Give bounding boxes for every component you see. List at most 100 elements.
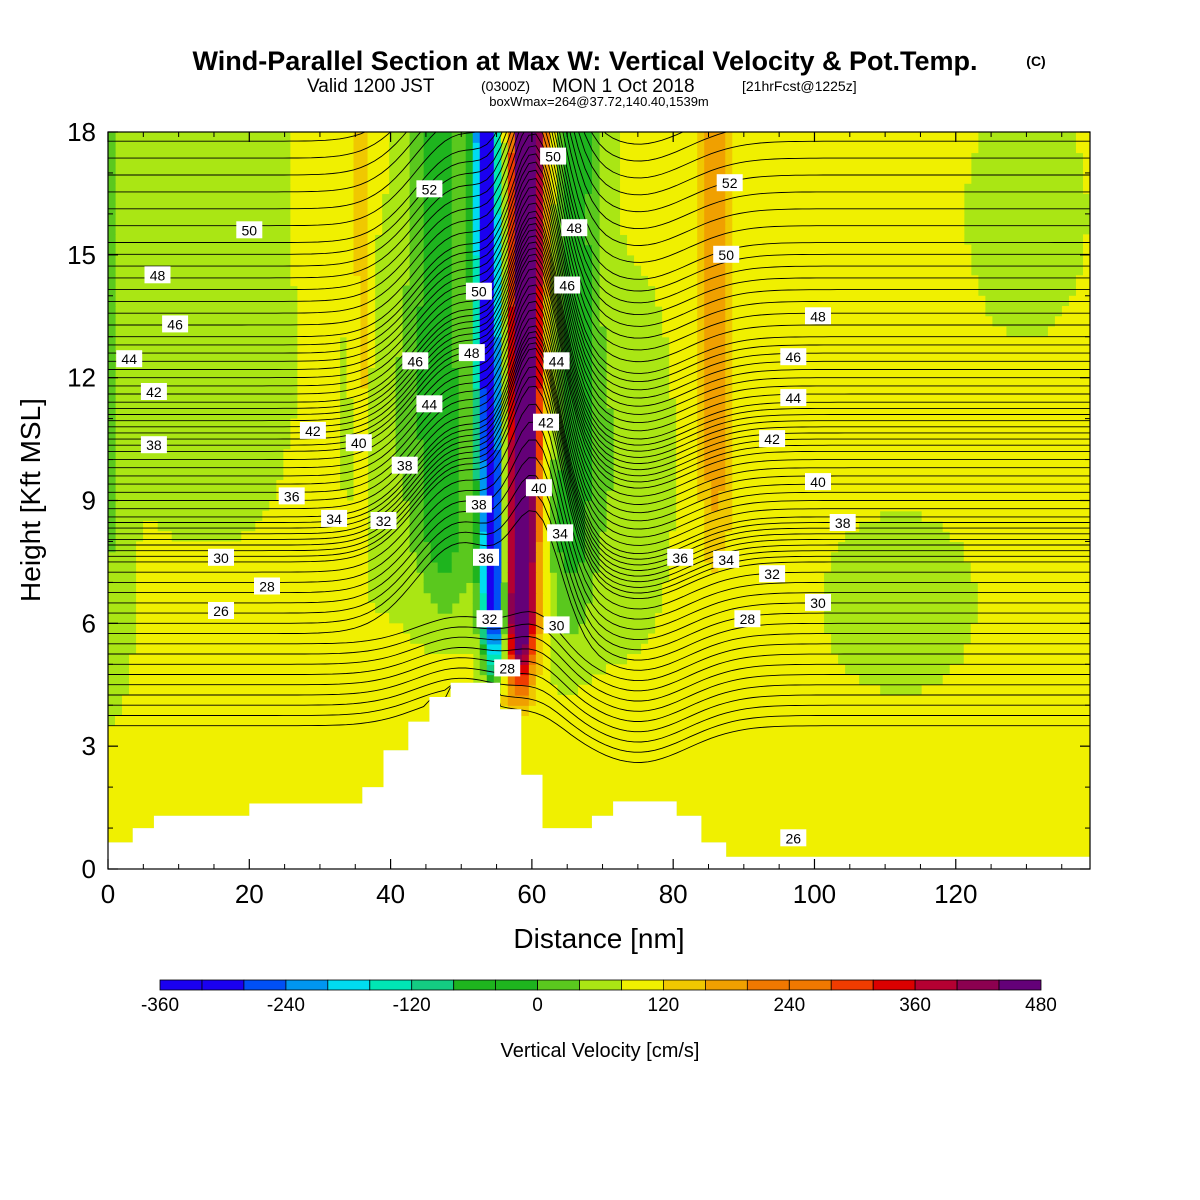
svg-text:52: 52 — [422, 181, 438, 197]
w-cell — [276, 490, 348, 502]
w-cell — [732, 142, 979, 154]
w-cell — [136, 633, 411, 645]
w-cell — [409, 132, 425, 143]
w-cell — [725, 234, 733, 246]
w-cell — [241, 531, 369, 543]
w-cell — [437, 561, 453, 573]
w-cell — [556, 592, 593, 604]
w-cell — [725, 224, 733, 235]
w-cell — [697, 387, 705, 399]
w-cell — [732, 449, 1090, 461]
w-cell — [528, 684, 537, 696]
w-cell — [535, 572, 544, 583]
w-cell — [458, 449, 474, 461]
copyright-mark: (C) — [1026, 53, 1045, 69]
w-cell — [472, 398, 481, 409]
w-cell — [479, 275, 495, 287]
svg-text:36: 36 — [284, 488, 300, 504]
w-cell — [704, 316, 726, 328]
theta-contour-label: 40 — [345, 434, 372, 452]
svg-text:38: 38 — [397, 458, 413, 474]
w-cell — [591, 152, 600, 164]
theta-contour-label: 42 — [299, 421, 326, 439]
w-cell — [451, 152, 467, 164]
w-cell — [528, 664, 537, 676]
w-cell — [732, 439, 1090, 450]
w-cell — [353, 234, 369, 246]
w-cell — [542, 285, 551, 297]
w-cell — [542, 582, 551, 594]
w-cell — [535, 439, 544, 450]
w-cell — [479, 213, 495, 225]
w-cell — [486, 602, 495, 614]
w-cell — [1075, 275, 1090, 287]
w-cell — [584, 203, 600, 215]
w-cell — [563, 377, 593, 389]
chart-subtitle: Valid 1200 JST (0300Z) MON 1 Oct 2018 [2… — [307, 76, 857, 97]
w-cell — [662, 316, 698, 328]
w-cell — [514, 449, 537, 461]
w-cell — [732, 162, 972, 174]
w-cell — [458, 398, 474, 409]
w-cell — [423, 439, 460, 450]
w-cell — [493, 582, 502, 594]
w-cell — [535, 643, 544, 655]
w-cell — [514, 285, 537, 297]
w-cell — [472, 275, 481, 287]
w-cell — [591, 480, 614, 491]
theta-contour-label: 44 — [543, 352, 570, 370]
w-cell — [283, 459, 341, 471]
w-cell — [732, 234, 965, 246]
theta-contour-label: 46 — [780, 348, 807, 366]
w-cell — [402, 490, 425, 502]
w-cell — [416, 326, 453, 338]
theta-contour-label: 42 — [759, 430, 786, 448]
w-cell — [535, 602, 544, 614]
w-cell — [479, 592, 488, 604]
svg-text:28: 28 — [740, 611, 756, 627]
w-cell — [676, 439, 698, 450]
w-cell — [479, 664, 488, 676]
w-cell — [416, 316, 453, 328]
w-cell — [409, 234, 425, 246]
w-cell — [655, 295, 698, 307]
w-cell — [514, 193, 537, 205]
theta-contour-label: 38 — [465, 495, 492, 513]
w-cell — [493, 285, 502, 297]
w-cell — [507, 531, 516, 543]
w-cell — [136, 592, 369, 604]
w-cell — [493, 254, 502, 266]
w-cell — [542, 428, 551, 440]
w-cell — [507, 613, 516, 624]
w-cell — [725, 459, 733, 471]
w-cell — [479, 520, 488, 532]
w-cell — [479, 408, 488, 420]
theta-contour — [108, 317, 1090, 546]
w-cell — [591, 408, 614, 420]
w-cell — [514, 172, 537, 184]
w-cell — [472, 183, 481, 195]
w-cell — [697, 316, 705, 328]
w-cell — [542, 643, 551, 655]
w-cell — [528, 613, 537, 624]
w-cell — [563, 295, 593, 307]
w-cell — [479, 582, 488, 594]
w-cell — [395, 377, 418, 389]
w-cell — [535, 654, 544, 665]
w-cell — [732, 398, 1090, 409]
w-cell — [486, 449, 495, 461]
w-cell — [458, 387, 474, 399]
w-cell — [479, 183, 495, 195]
w-cell — [620, 172, 698, 184]
w-cell — [535, 459, 544, 471]
w-cell — [458, 510, 474, 522]
x-tick-label: 80 — [659, 879, 688, 909]
w-cell — [367, 285, 376, 297]
w-cell — [507, 572, 516, 583]
w-cell — [542, 500, 551, 512]
w-cell — [669, 336, 698, 348]
y-tick-label: 18 — [67, 117, 96, 147]
svg-text:(0300Z): (0300Z) — [481, 78, 530, 94]
y-tick-label: 0 — [82, 854, 96, 884]
theta-contour — [108, 684, 1090, 753]
